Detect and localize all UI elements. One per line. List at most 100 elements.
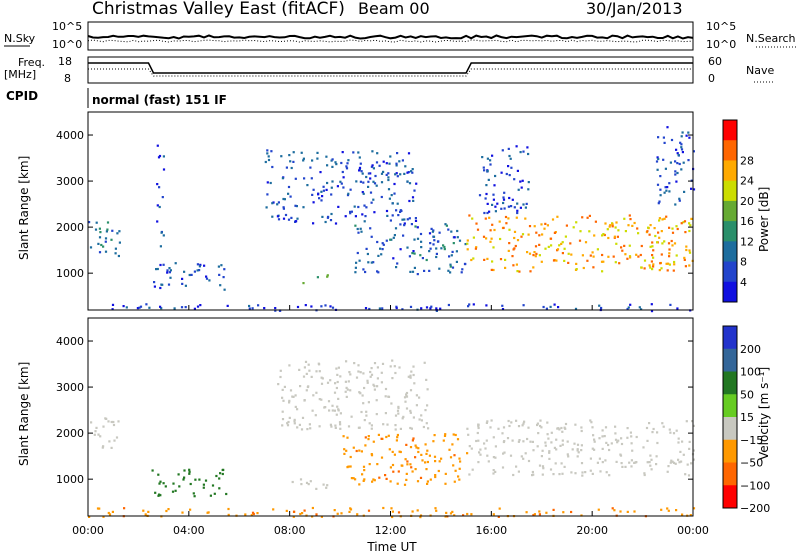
power-cell	[105, 230, 108, 233]
velocity-cell	[407, 375, 410, 378]
power-cell	[489, 229, 492, 232]
power-cell	[382, 160, 385, 163]
power-cell	[98, 236, 102, 239]
power-cell	[513, 247, 516, 250]
velocity-cell	[327, 400, 331, 403]
power-cell	[648, 233, 651, 236]
power-cell	[581, 216, 584, 219]
velocity-cell	[336, 405, 339, 408]
power-cell	[680, 148, 684, 151]
velocity-cell	[477, 426, 480, 430]
velocity-cell	[574, 423, 577, 426]
power-cell	[282, 207, 285, 210]
power-cell	[361, 191, 364, 194]
power-cell	[410, 223, 413, 226]
power-cell	[399, 210, 402, 213]
velocity-cell	[570, 510, 573, 514]
power-cell	[488, 210, 491, 213]
velocity-cell	[331, 409, 334, 412]
power-cell	[385, 162, 388, 165]
power-cell	[596, 248, 599, 251]
power-cell	[674, 203, 677, 206]
power-cell	[598, 304, 601, 307]
power-cell	[205, 275, 208, 278]
power-cell	[420, 246, 423, 249]
velocity-cell	[614, 425, 617, 428]
power-ylabel: Slant Range [km]	[17, 156, 31, 260]
velocity-cell	[601, 429, 604, 432]
power-cell	[312, 222, 315, 225]
power-cell	[486, 257, 489, 260]
velocity-cell	[396, 436, 399, 439]
velocity-colorbar-swatch	[723, 439, 737, 463]
velocity-cell	[370, 367, 373, 370]
velocity-cell	[392, 470, 395, 473]
velocity-cell	[164, 485, 167, 488]
velocity-colorbar-tick: 100	[740, 366, 761, 379]
power-cell	[526, 251, 529, 254]
velocity-cell	[687, 474, 691, 477]
velocity-cell	[479, 448, 482, 451]
velocity-cell	[539, 419, 542, 422]
power-cell	[267, 158, 271, 162]
power-cell	[354, 224, 357, 227]
power-cell	[369, 177, 372, 180]
velocity-cell	[544, 444, 547, 447]
power-cell	[670, 138, 674, 142]
velocity-cell	[108, 513, 112, 516]
power-cell	[560, 242, 563, 245]
velocity-cell	[303, 399, 306, 402]
velocity-cell	[454, 433, 457, 437]
power-cell	[481, 156, 484, 159]
velocity-cell	[490, 419, 493, 422]
velocity-cell	[452, 464, 455, 467]
velocity-cell	[353, 362, 356, 365]
velocity-cell	[300, 428, 304, 431]
power-cell	[675, 254, 678, 257]
power-cell	[637, 255, 640, 258]
velocity-cell	[434, 475, 437, 479]
power-cell	[649, 224, 652, 227]
power-colorbar-swatch	[723, 180, 737, 202]
velocity-cell	[293, 420, 296, 423]
velocity-cell	[391, 377, 394, 380]
velocity-cell	[333, 409, 336, 412]
power-cell	[357, 231, 360, 234]
velocity-cell	[425, 378, 428, 381]
power-cell	[452, 242, 455, 245]
velocity-cell	[648, 461, 651, 464]
velocity-cell	[624, 465, 627, 468]
power-cell	[160, 283, 163, 286]
power-cell	[676, 307, 679, 310]
velocity-cell	[580, 426, 583, 429]
velocity-cell	[409, 426, 412, 430]
power-cell	[675, 180, 678, 183]
velocity-cell	[330, 425, 333, 428]
power-cell	[271, 215, 274, 218]
velocity-cell	[279, 369, 282, 372]
velocity-cell	[376, 463, 379, 466]
power-cell	[466, 242, 469, 245]
velocity-cell	[349, 389, 352, 392]
velocity-colorbar-swatch	[723, 348, 737, 372]
power-cell	[552, 259, 556, 262]
velocity-cell	[470, 513, 473, 516]
noise-left-label: N.Sky	[4, 32, 36, 45]
velocity-cell	[409, 389, 413, 392]
power-cell	[331, 158, 334, 161]
power-cell	[621, 249, 624, 252]
velocity-cell	[397, 405, 400, 408]
velocity-cell	[597, 508, 600, 511]
velocity-cell	[412, 373, 415, 377]
power-cell	[312, 201, 315, 204]
velocity-cell	[426, 482, 429, 485]
velocity-cell	[334, 382, 337, 385]
power-cell	[449, 271, 452, 274]
power-cell	[334, 222, 338, 225]
power-cell	[556, 215, 559, 218]
power-cell	[450, 230, 453, 233]
power-cell	[416, 237, 420, 240]
velocity-cell	[157, 473, 160, 476]
velocity-cell	[466, 452, 469, 455]
time-tick-label: 08:00	[274, 524, 306, 537]
